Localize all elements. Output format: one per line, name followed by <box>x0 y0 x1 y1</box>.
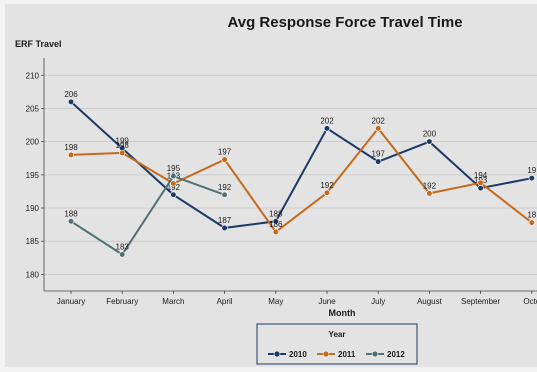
legend-label-2010: 2010 <box>289 350 307 359</box>
legend-marker-2010 <box>273 350 281 358</box>
legend-items: 2010 2011 2012 <box>268 350 405 359</box>
data-label-2011: 18 <box>527 211 536 220</box>
data-point-2010 <box>221 224 228 232</box>
data-label-2012: 195 <box>167 164 181 173</box>
data-point-2011 <box>221 156 228 163</box>
chart-title: Avg Response Force Travel Time <box>227 14 462 31</box>
data-point-2011 <box>67 151 75 159</box>
data-point-2010 <box>170 191 177 198</box>
legend-marker-2011 <box>322 350 330 358</box>
data-point-2011 <box>272 228 279 236</box>
data-point-2010 <box>67 98 75 105</box>
data-label-2012: 188 <box>64 209 78 218</box>
data-point-2011 <box>375 125 382 132</box>
data-point-2011 <box>477 179 484 186</box>
data-point-2012 <box>221 191 228 198</box>
data-point-2010 <box>477 185 484 192</box>
y-tick-label: 180 <box>26 270 40 279</box>
x-tick-label: June <box>318 297 336 306</box>
data-label-2010: 192 <box>167 183 181 192</box>
data-label-2010: 206 <box>64 90 78 99</box>
legend: Year 2010 2011 2012 <box>256 323 418 365</box>
x-tick-label: August <box>417 297 443 306</box>
x-tick-label: Octo <box>523 297 537 306</box>
data-label-2011: 194 <box>474 171 488 180</box>
data-label-2010: 188 <box>269 209 283 218</box>
data-label-2011: 192 <box>423 181 437 190</box>
y-tick-label: 195 <box>26 171 40 180</box>
data-label-2010: 199 <box>116 136 130 145</box>
chart-area: Avg Response Force Travel Time ERF Trave… <box>5 4 537 367</box>
legend-marker-2012 <box>371 350 379 358</box>
data-label-2012: 192 <box>218 183 232 192</box>
data-point-2010 <box>272 218 279 225</box>
data-label-2010: 200 <box>423 130 437 139</box>
data-label-2010: 187 <box>218 216 232 225</box>
legend-box <box>256 323 418 365</box>
series-line-2012 <box>70 174 225 256</box>
x-tick-label: March <box>162 297 184 306</box>
x-tick-label: May <box>268 297 283 306</box>
series-line-2011 <box>70 126 533 234</box>
data-label-2011: 186 <box>269 220 283 229</box>
y-tick-label: 210 <box>26 71 40 80</box>
data-point-2011 <box>170 180 177 187</box>
data-label-2010: 202 <box>320 116 334 125</box>
x-tick-label: September <box>461 297 500 306</box>
data-label-2010: 197 <box>372 150 386 159</box>
data-point-2011 <box>323 189 331 196</box>
y-tick-label: 190 <box>26 204 40 213</box>
data-label-2011: 192 <box>320 181 334 190</box>
y-tick-label: 205 <box>26 104 40 113</box>
data-label-2010: 19 <box>527 166 536 175</box>
line-chart: Avg Response Force Travel Time ERF Trave… <box>15 14 537 365</box>
data-label-2011: 197 <box>218 148 232 157</box>
x-axis-title: Month <box>329 308 356 318</box>
data-label-2011: 198 <box>64 143 78 152</box>
y-tick-label: 200 <box>26 138 40 147</box>
data-point-2012 <box>170 173 177 180</box>
data-point-2010 <box>323 125 331 132</box>
data-point-2011 <box>426 190 433 197</box>
legend-label-2012: 2012 <box>387 350 405 359</box>
data-label-2011: 202 <box>372 116 386 125</box>
data-point-2010 <box>375 158 382 165</box>
y-axis-title: ERF Travel <box>15 39 62 49</box>
x-tick-label: April <box>217 297 233 306</box>
data-point-2012 <box>119 251 126 258</box>
data-point-2011 <box>528 219 535 226</box>
legend-title: Year <box>329 330 346 339</box>
x-tick-label: February <box>106 297 138 306</box>
legend-label-2011: 2011 <box>338 350 356 359</box>
data-point-2010 <box>426 138 433 145</box>
data-label-2012: 183 <box>116 242 130 251</box>
series-line-2010 <box>70 101 532 229</box>
data-point-2011 <box>119 149 126 157</box>
data-point-2010 <box>528 175 535 182</box>
plot-layer: 180 185 190 195 200 205 210 January February Marc… <box>26 58 537 306</box>
y-tick-label: 185 <box>26 237 40 246</box>
data-point-2012 <box>67 218 75 225</box>
x-tick-label: January <box>57 297 85 306</box>
x-tick-label: July <box>371 297 385 306</box>
data-label-2011: 198 <box>116 141 130 150</box>
